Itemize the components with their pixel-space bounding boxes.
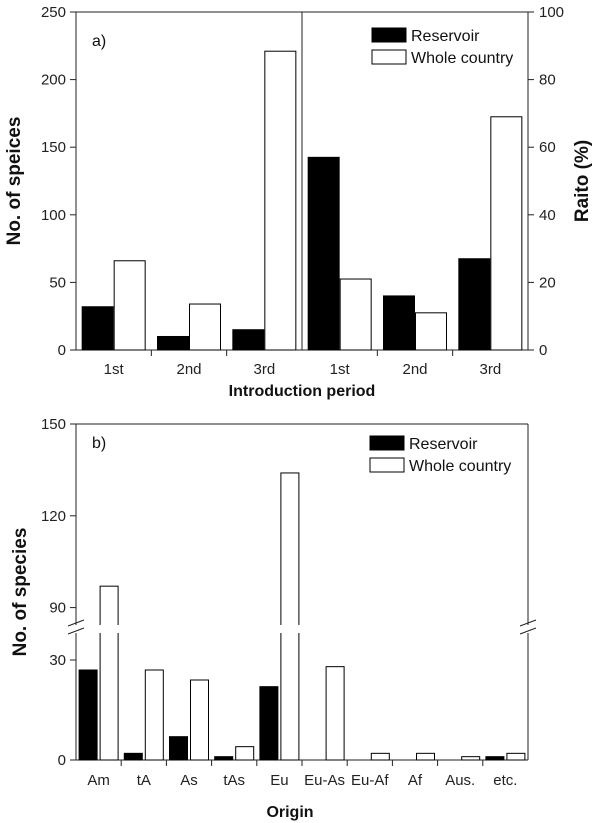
bar-ratio-whole-country-3rd xyxy=(490,116,523,351)
x-tick-label-eu-as: Eu-As xyxy=(304,772,345,789)
y-tick-label-30: 30 xyxy=(49,652,66,669)
bar-ratio-reservoir-2nd xyxy=(383,295,415,351)
x-tick-label-count-3rd: 3rd xyxy=(253,361,275,378)
y-tick-label-120: 120 xyxy=(41,508,66,525)
y-tick-label-250: 250 xyxy=(41,4,66,21)
y-tick-label-50: 50 xyxy=(49,274,66,291)
bar-ratio-whole-country-1st xyxy=(339,278,372,351)
panel-b-y-ticks: 0 30 90 120 150 xyxy=(41,416,76,769)
bar-whole-country-tas xyxy=(235,746,255,761)
y-tick-label-0: 0 xyxy=(58,752,66,769)
axis-break-mark-right-1 xyxy=(519,619,537,627)
bar-count-whole-country-1st xyxy=(113,260,146,351)
panel-a-y-ticks: 0 50 100 150 200 250 xyxy=(41,4,76,359)
x-tick-label-ratio-3rd: 3rd xyxy=(479,361,501,378)
panel-b-ylabel: No. of species xyxy=(10,528,31,657)
x-tick-label-aus: Aus. xyxy=(445,772,475,789)
bar-whole-country-ta xyxy=(144,669,164,761)
bar-reservoir-etc xyxy=(485,756,505,761)
legend-swatch-reservoir xyxy=(371,27,407,43)
bar-count-whole-country-2nd xyxy=(189,303,221,351)
bar-reservoir-am xyxy=(78,669,98,761)
panel-a-xlabel: Introduction period xyxy=(229,383,376,400)
x-tick-label-eu: Eu xyxy=(270,772,288,789)
axis-break-mark-left-1 xyxy=(67,619,85,627)
bar-count-reservoir-1st xyxy=(81,306,114,351)
legend-swatch-whole-country xyxy=(371,49,407,65)
y-tick-label-90: 90 xyxy=(49,600,66,617)
bar-whole-country-eu-as xyxy=(325,666,345,761)
panel-b-label: b) xyxy=(92,435,106,452)
bar-whole-country-eu xyxy=(280,472,300,761)
bar-whole-country-as xyxy=(190,679,209,761)
bar-ratio-reservoir-1st xyxy=(307,156,340,351)
bar-reservoir-ta xyxy=(123,752,143,761)
bar-whole-country-am xyxy=(99,585,119,761)
y2-tick-label-40: 40 xyxy=(539,207,556,224)
panel-a-label: a) xyxy=(92,33,106,50)
x-tick-label-ta: tA xyxy=(137,772,151,789)
bar-whole-country-aus xyxy=(461,756,481,761)
bar-reservoir-tas xyxy=(214,756,234,761)
bar-ratio-reservoir-3rd xyxy=(458,258,491,351)
panel-b-chart: b) No. of species Origin 0 30 90 120 150 Am t… xyxy=(10,416,537,821)
y-tick-label-150: 150 xyxy=(41,416,66,433)
panel-a-bars xyxy=(81,50,523,351)
panel-b-axis-break-marks xyxy=(67,619,537,635)
panel-b-bars xyxy=(78,472,526,761)
axis-break-mark-right-2 xyxy=(519,627,537,635)
x-tick-label-etc: etc. xyxy=(493,772,517,789)
x-tick-label-count-1st: 1st xyxy=(104,361,125,378)
legend-label-whole-country: Whole country xyxy=(409,458,511,475)
panel-a-y2-ticks: 0 20 40 60 80 100 xyxy=(528,4,564,359)
y-tick-label-0: 0 xyxy=(58,342,66,359)
panel-a-legend: Reservoir Whole country xyxy=(371,27,513,67)
legend-swatch-whole-country xyxy=(369,457,405,473)
y2-tick-label-100: 100 xyxy=(539,4,564,21)
bar-ratio-whole-country-2nd xyxy=(415,312,447,351)
y-tick-label-150: 150 xyxy=(41,139,66,156)
bar-whole-country-eu-af xyxy=(370,752,390,761)
x-tick-label-eu-af: Eu-Af xyxy=(351,772,389,789)
legend-label-reservoir: Reservoir xyxy=(409,436,478,453)
bar-reservoir-as xyxy=(169,736,188,761)
panel-a-chart: a) No. of speices Raito (%) Introduction… xyxy=(4,4,593,400)
bar-count-reservoir-3rd xyxy=(232,329,265,351)
panel-b-x-ticks: Am tA As tAs Eu Eu-As Eu-Af Af Aus. etc. xyxy=(87,760,517,789)
y2-tick-label-20: 20 xyxy=(539,274,556,291)
x-tick-label-tas: tAs xyxy=(223,772,245,789)
x-tick-label-as: As xyxy=(180,772,198,789)
panel-b-xlabel: Origin xyxy=(266,804,313,821)
bar-count-whole-country-3rd xyxy=(264,50,297,351)
panel-b-legend: Reservoir Whole country xyxy=(369,435,511,475)
y-tick-label-100: 100 xyxy=(41,207,66,224)
x-tick-label-count-2nd: 2nd xyxy=(176,361,201,378)
y2-tick-label-60: 60 xyxy=(539,139,556,156)
bar-break-gap-whole-country-am xyxy=(99,625,120,633)
legend-swatch-reservoir xyxy=(369,435,405,451)
y-tick-label-200: 200 xyxy=(41,72,66,89)
x-tick-label-af: Af xyxy=(408,772,423,789)
bar-break-gap-whole-country-eu xyxy=(279,625,300,633)
bar-count-reservoir-2nd xyxy=(157,335,189,351)
axis-break-mark-left-2 xyxy=(67,627,85,635)
y2-tick-label-80: 80 xyxy=(539,72,556,89)
legend-label-reservoir: Reservoir xyxy=(411,28,480,45)
x-tick-label-am: Am xyxy=(87,772,110,789)
x-tick-label-ratio-2nd: 2nd xyxy=(402,361,427,378)
bar-reservoir-eu xyxy=(259,686,279,761)
panel-a-x-ticks: 1st 2nd 3rd 1st 2nd 3rd xyxy=(104,350,501,378)
panel-a-ylabel: No. of speices xyxy=(4,117,25,246)
legend-label-whole-country: Whole country xyxy=(411,50,513,67)
bar-whole-country-af xyxy=(416,752,435,761)
panel-a-y2label: Raito (%) xyxy=(572,140,593,222)
y2-tick-label-0: 0 xyxy=(539,342,547,359)
bar-whole-country-etc xyxy=(506,752,526,761)
x-tick-label-ratio-1st: 1st xyxy=(330,361,351,378)
